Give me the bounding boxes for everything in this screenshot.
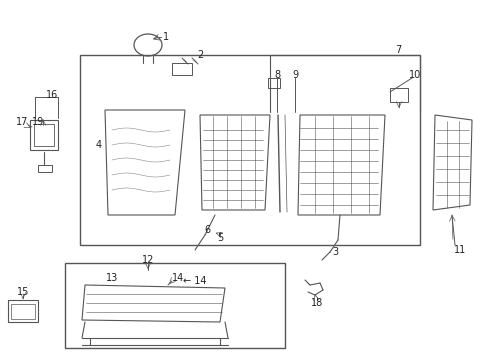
Text: 14: 14 xyxy=(172,273,184,283)
Bar xyxy=(268,78,280,88)
Text: 7: 7 xyxy=(395,45,401,55)
Text: ← 14: ← 14 xyxy=(183,276,207,286)
Text: 3: 3 xyxy=(332,247,338,257)
Bar xyxy=(80,55,420,245)
Bar xyxy=(65,263,285,348)
Bar xyxy=(11,304,35,319)
Text: 13: 13 xyxy=(106,273,118,283)
Text: 10: 10 xyxy=(409,70,421,80)
Text: 1: 1 xyxy=(163,32,169,42)
Text: 8: 8 xyxy=(274,70,280,80)
Text: 17: 17 xyxy=(16,117,28,127)
Text: 18: 18 xyxy=(311,298,323,308)
Text: 11: 11 xyxy=(454,245,466,255)
Text: 9: 9 xyxy=(292,70,298,80)
Text: 2: 2 xyxy=(197,50,203,60)
Text: 15: 15 xyxy=(17,287,29,297)
Text: 4: 4 xyxy=(96,140,102,150)
Text: 12: 12 xyxy=(142,255,154,265)
Text: 5: 5 xyxy=(217,233,223,243)
Text: 19: 19 xyxy=(32,117,44,127)
Text: 16: 16 xyxy=(46,90,58,100)
Bar xyxy=(390,88,408,102)
Text: 6: 6 xyxy=(204,225,210,235)
Bar xyxy=(172,63,192,75)
